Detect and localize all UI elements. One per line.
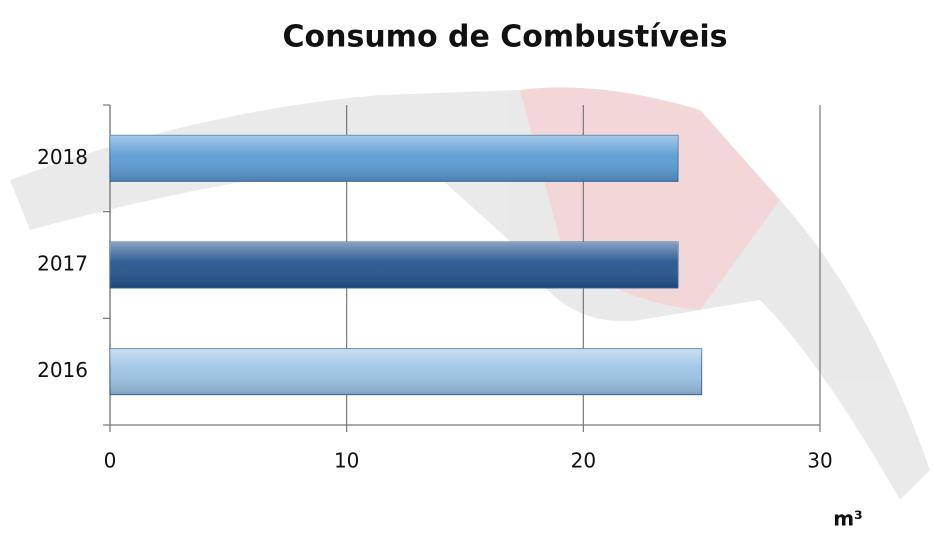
x-tick-label: 20	[571, 449, 596, 473]
bar-shine	[110, 349, 702, 395]
x-tick-label: 30	[807, 449, 832, 473]
y-tick-label: 2016	[37, 358, 88, 382]
x-tick-label: 10	[334, 449, 359, 473]
chart: Consumo de Combustíveis m³ 0 10 20 30 2018 20…	[0, 0, 933, 534]
x-axis-label: m³	[833, 507, 863, 531]
y-tick-label: 2017	[37, 252, 88, 276]
chart-title: Consumo de Combustíveis	[282, 20, 727, 55]
x-tick-label: 0	[104, 449, 117, 473]
bar-shine	[110, 242, 678, 288]
bar-shine	[110, 135, 678, 181]
y-tick-label: 2018	[37, 145, 88, 169]
